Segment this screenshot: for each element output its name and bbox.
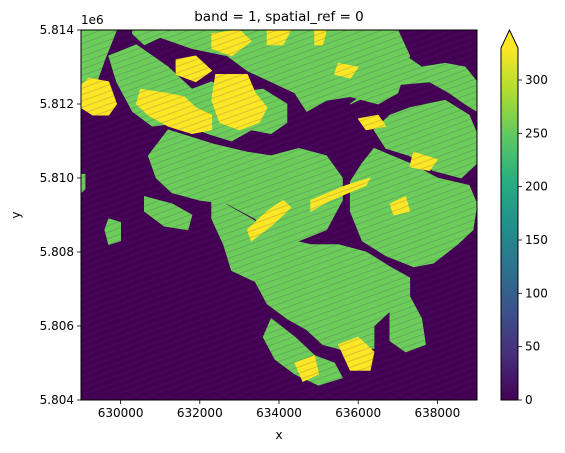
x-axis-ticks: 630000 632000 634000 636000 638000 bbox=[98, 400, 460, 420]
colorbar-extend-arrow bbox=[501, 30, 518, 48]
y-tick-label: 5.812 bbox=[40, 97, 74, 111]
colorbar-tick-label: 250 bbox=[525, 126, 548, 140]
colorbar-tick-label: 300 bbox=[525, 73, 548, 87]
x-tick-label: 634000 bbox=[256, 406, 302, 420]
colorbar-tick-label: 0 bbox=[525, 393, 533, 407]
y-tick-label: 5.804 bbox=[40, 393, 74, 407]
y-tick-label: 5.808 bbox=[40, 245, 74, 259]
y-axis-ticks: 5.804 5.806 5.808 5.810 5.812 5.814 bbox=[40, 23, 81, 407]
field-texture bbox=[81, 30, 477, 400]
x-tick-label: 638000 bbox=[414, 406, 460, 420]
colorbar-tick-label: 100 bbox=[525, 286, 548, 300]
colorbar-tick-label: 150 bbox=[525, 233, 548, 247]
y-tick-label: 5.810 bbox=[40, 171, 74, 185]
x-axis-label: x bbox=[275, 428, 282, 442]
y-offset-label: 1e6 bbox=[81, 13, 104, 27]
colorbar-tick-label: 200 bbox=[525, 180, 548, 194]
x-tick-label: 630000 bbox=[98, 406, 144, 420]
colorbar-ticks: 0 50 100 150 200 250 300 bbox=[518, 73, 548, 407]
y-tick-label: 5.806 bbox=[40, 319, 74, 333]
colorbar-tick-label: 50 bbox=[525, 340, 540, 354]
colorbar-frame bbox=[500, 28, 519, 401]
colorbar bbox=[501, 48, 518, 400]
chart-title: band = 1, spatial_ref = 0 bbox=[194, 9, 364, 25]
y-axis-label: y bbox=[9, 211, 23, 218]
x-tick-label: 636000 bbox=[335, 406, 381, 420]
x-tick-label: 632000 bbox=[177, 406, 223, 420]
y-tick-label: 5.814 bbox=[40, 23, 74, 37]
